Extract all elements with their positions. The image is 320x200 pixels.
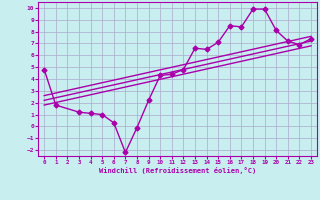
X-axis label: Windchill (Refroidissement éolien,°C): Windchill (Refroidissement éolien,°C): [99, 167, 256, 174]
